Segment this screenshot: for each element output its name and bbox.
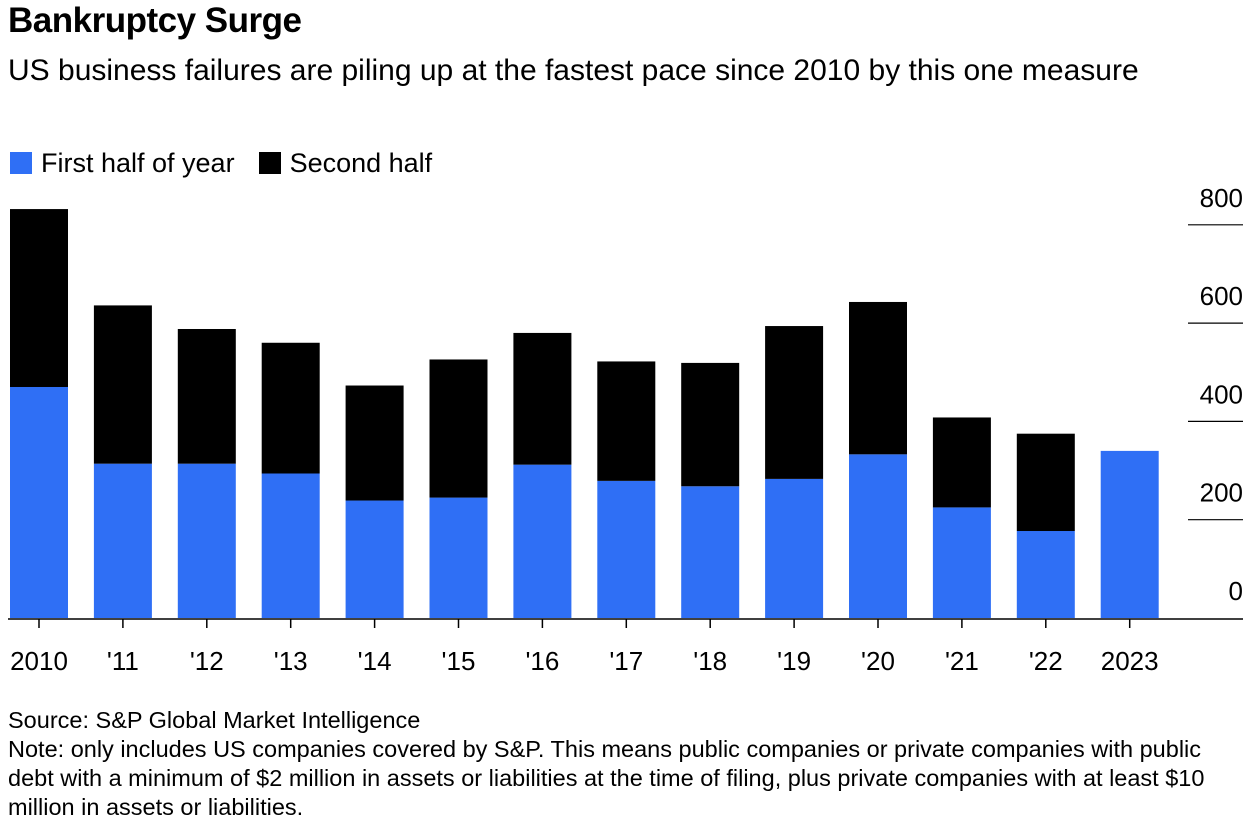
y-tick-label: 0	[1229, 576, 1243, 606]
y-tick-label: 600	[1200, 281, 1243, 311]
x-tick-label: '19	[777, 646, 811, 676]
y-tick-label: 200	[1200, 478, 1243, 508]
bar-first-half-1	[93, 463, 152, 618]
bar-first-half-6	[513, 464, 572, 618]
bar-second-half-3	[261, 342, 320, 474]
bar-first-half-4	[345, 500, 404, 618]
x-tick-label: '20	[861, 646, 895, 676]
bar-second-half-4	[345, 385, 404, 501]
bar-second-half-0	[10, 209, 68, 387]
legend-swatch-first-half	[10, 152, 32, 174]
bar-second-half-5	[429, 359, 488, 498]
y-tick-label: 800	[1200, 183, 1243, 213]
x-tick-label: 2010	[10, 646, 68, 676]
bar-second-half-7	[597, 361, 656, 481]
legend-item-second-half: Second half	[258, 146, 433, 180]
bar-second-half-9	[765, 326, 824, 479]
bar-first-half-10	[849, 454, 907, 618]
x-tick-label: '17	[609, 646, 643, 676]
chart-title: Bankruptcy Surge	[8, 1, 302, 40]
bar-second-half-6	[513, 332, 572, 465]
chart-subtitle: US business failures are piling up at th…	[8, 54, 1139, 87]
legend-label-second-half: Second half	[289, 148, 433, 178]
bar-second-half-10	[849, 301, 907, 455]
x-tick-label: 2023	[1101, 646, 1159, 676]
bar-second-half-11	[932, 417, 991, 508]
bar-chart: 2010 '11 '12 '13 '14 '15 '16 '17 '18 '19 '20 '21 '22…	[8, 183, 1243, 676]
x-tick-label: '16	[525, 646, 559, 676]
legend-item-first-half: First half of year	[10, 146, 235, 180]
bar-first-half-11	[932, 507, 991, 618]
bar-second-half-12	[1016, 433, 1075, 532]
bar-first-half-7	[597, 480, 656, 618]
x-tick-label: '22	[1029, 646, 1063, 676]
bar-first-half-12	[1016, 531, 1075, 618]
source-text: Source: S&P Global Market Intelligence	[8, 707, 421, 733]
legend-label-first-half: First half of year	[41, 148, 235, 178]
bar-first-half-3	[261, 473, 320, 618]
bar-first-half-0	[10, 386, 68, 618]
bar-second-half-1	[93, 305, 152, 464]
x-tick-label: '11	[107, 646, 139, 676]
chart-footer: Source: S&P Global Market Intelligence N…	[8, 706, 1253, 822]
legend: First half of year Second half	[10, 146, 456, 180]
y-tick-label: 400	[1200, 379, 1243, 409]
legend-swatch-second-half	[258, 152, 281, 174]
x-tick-label: '18	[693, 646, 727, 676]
x-tick-label: '21	[945, 646, 979, 676]
x-tick-label: '15	[442, 646, 476, 676]
x-tick-label: '13	[274, 646, 308, 676]
bar-first-half-9	[765, 478, 824, 618]
bar-first-half-5	[429, 497, 488, 618]
note-text: Note: only includes US companies covered…	[8, 736, 1205, 820]
x-tick-label: '14	[358, 646, 392, 676]
bar-second-half-2	[177, 328, 236, 464]
bar-second-half-8	[681, 362, 740, 487]
bar-first-half-13	[1100, 450, 1159, 618]
bar-first-half-8	[681, 486, 740, 618]
x-tick-label: '12	[190, 646, 224, 676]
bar-first-half-2	[177, 463, 236, 618]
